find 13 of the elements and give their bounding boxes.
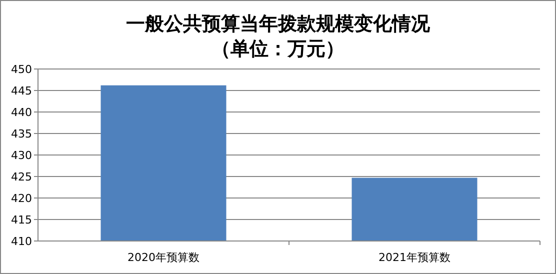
y-tick-label: 415 xyxy=(11,213,32,226)
y-tick-label: 450 xyxy=(11,62,32,76)
y-tick-label: 445 xyxy=(11,84,32,98)
y-tick-label: 430 xyxy=(11,148,32,162)
y-tick-label: 425 xyxy=(11,170,32,184)
y-tick-label: 435 xyxy=(11,127,32,140)
y-tick-label: 420 xyxy=(11,192,32,205)
x-tick-label: 2020年预算数 xyxy=(128,251,200,264)
x-tick-label: 2021年预算数 xyxy=(378,251,450,264)
chart-title: 一般公共预算当年拨款规模变化情况 xyxy=(126,13,431,35)
y-tick-label: 410 xyxy=(11,234,32,248)
y-tick-label: 440 xyxy=(11,106,32,119)
chart-subtitle: （单位：万元） xyxy=(212,38,344,60)
